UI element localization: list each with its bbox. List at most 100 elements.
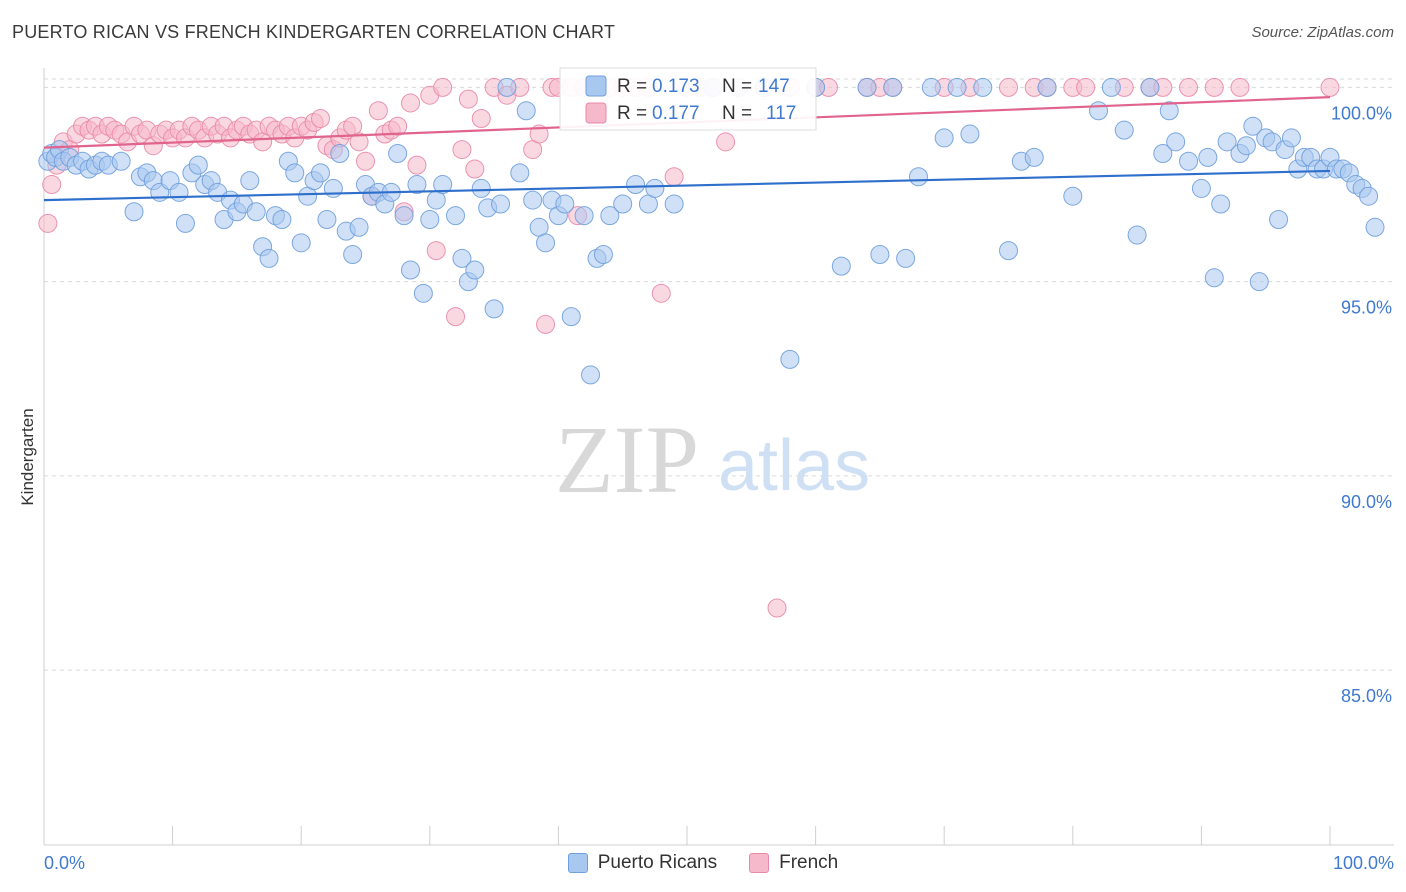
puerto-rican-point (407, 175, 427, 195)
french-point (426, 241, 446, 261)
puerto-rican-point (1114, 120, 1134, 140)
puerto-rican-point (1249, 272, 1269, 292)
puerto-rican-point (111, 151, 131, 171)
puerto-rican-point (921, 77, 941, 97)
puerto-rican-point (124, 202, 144, 222)
puerto-rican-point (999, 241, 1018, 261)
legend-item-puerto-ricans[interactable]: Puerto Ricans (567, 852, 718, 874)
puerto-rican-point (574, 206, 594, 226)
trend-line-puerto-ricans (43, 169, 1331, 202)
puerto-rican-point (317, 210, 337, 230)
puerto-rican-point (465, 260, 485, 280)
puerto-rican-point (1191, 178, 1211, 198)
puerto-rican-point (291, 233, 311, 253)
stats-n-value-blue: 147 (758, 76, 790, 97)
puerto-rican-point (581, 365, 601, 385)
puerto-rican-point (433, 175, 453, 195)
puerto-rican-point (285, 163, 305, 183)
puerto-rican-point (536, 233, 556, 253)
puerto-rican-point (645, 178, 665, 198)
puerto-rican-point (600, 206, 620, 226)
puerto-rican-point (626, 175, 646, 195)
stats-r-value-blue: 0.173 (652, 76, 700, 97)
puerto-rican-point (452, 248, 472, 268)
axes (43, 68, 1394, 846)
watermark: ZIP atlas (555, 406, 870, 513)
stats-n-label-blue: N = (722, 76, 757, 97)
puerto-rican-point (1217, 132, 1237, 152)
french-point (401, 93, 421, 113)
puerto-rican-point (831, 256, 851, 276)
puerto-rican-point (413, 283, 433, 303)
puerto-rican-point (272, 210, 292, 230)
puerto-rican-point (330, 143, 350, 163)
puerto-rican-point (780, 349, 800, 369)
puerto-rican-point (1269, 210, 1289, 230)
french-point (1320, 77, 1340, 97)
french-point (368, 101, 388, 121)
puerto-rican-point (420, 210, 440, 230)
y-tick-label: 90.0% (1341, 492, 1392, 512)
y-tick-labels: 85.0% 90.0% 95.0% 100.0% (1331, 103, 1392, 706)
puerto-rican-point (593, 244, 613, 264)
puerto-rican-point (175, 213, 195, 233)
puerto-rican-point (1089, 101, 1109, 121)
puerto-rican-point (1159, 101, 1179, 121)
puerto-rican-point (349, 217, 369, 237)
french-point (407, 155, 427, 175)
y-tick-label: 95.0% (1341, 298, 1392, 318)
puerto-rican-point (973, 77, 993, 97)
y-tick-label: 85.0% (1341, 686, 1392, 706)
puerto-rican-point (516, 101, 536, 121)
legend-label-french: French (779, 852, 839, 873)
french-point (452, 140, 472, 160)
french-point (716, 132, 736, 152)
french-point (999, 77, 1018, 97)
puerto-rican-point (240, 171, 260, 191)
puerto-rican-point (1101, 77, 1121, 97)
puerto-rican-point (1281, 128, 1301, 148)
puerto-rican-point (908, 167, 928, 187)
legend-item-french[interactable]: French (749, 852, 838, 874)
puerto-rican-point (1166, 132, 1186, 152)
puerto-rican-point (1211, 194, 1231, 214)
legend-label-puerto-ricans: Puerto Ricans (597, 852, 718, 873)
puerto-rican-point (510, 163, 530, 183)
puerto-rican-point (555, 194, 575, 214)
puerto-rican-point (1204, 268, 1224, 288)
puerto-rican-point (471, 178, 491, 198)
french-point (536, 314, 556, 334)
source-label: Source: ZipAtlas.com (1251, 24, 1394, 41)
puerto-rican-point (870, 244, 890, 264)
french-point (433, 77, 453, 97)
puerto-rican-point (388, 143, 408, 163)
puerto-rican-point (484, 299, 504, 319)
french-point (664, 167, 684, 187)
legend: Puerto Ricans French (0, 852, 1406, 874)
french-point (349, 132, 369, 152)
puerto-rican-point (491, 194, 511, 214)
puerto-rican-point (446, 206, 466, 226)
puerto-rican-point (394, 206, 414, 226)
french-point (458, 89, 478, 109)
puerto-rican-point (259, 248, 279, 268)
legend-swatch-blue (567, 853, 588, 873)
french-point (651, 283, 671, 303)
puerto-rican-point (934, 128, 954, 148)
stats-r-value-pink: 0.177 (652, 103, 700, 124)
french-point (1076, 77, 1096, 97)
puerto-rican-point (561, 307, 581, 327)
x-tick-labels: 0.0% 100.0% (44, 853, 1394, 873)
chart-title: PUERTO RICAN VS FRENCH KINDERGARTEN CORR… (12, 22, 616, 42)
french-point (310, 109, 330, 129)
puerto-rican-point (310, 163, 330, 183)
stats-n-value-pink: 117 (766, 103, 796, 124)
puerto-rican-point (188, 155, 208, 175)
puerto-rican-point (1365, 217, 1385, 237)
puerto-rican-point (1236, 136, 1256, 156)
puerto-rican-point (896, 248, 916, 268)
x-tick-label-max: 100.0% (1333, 853, 1394, 873)
french-point (767, 598, 787, 618)
french-point (465, 159, 485, 179)
